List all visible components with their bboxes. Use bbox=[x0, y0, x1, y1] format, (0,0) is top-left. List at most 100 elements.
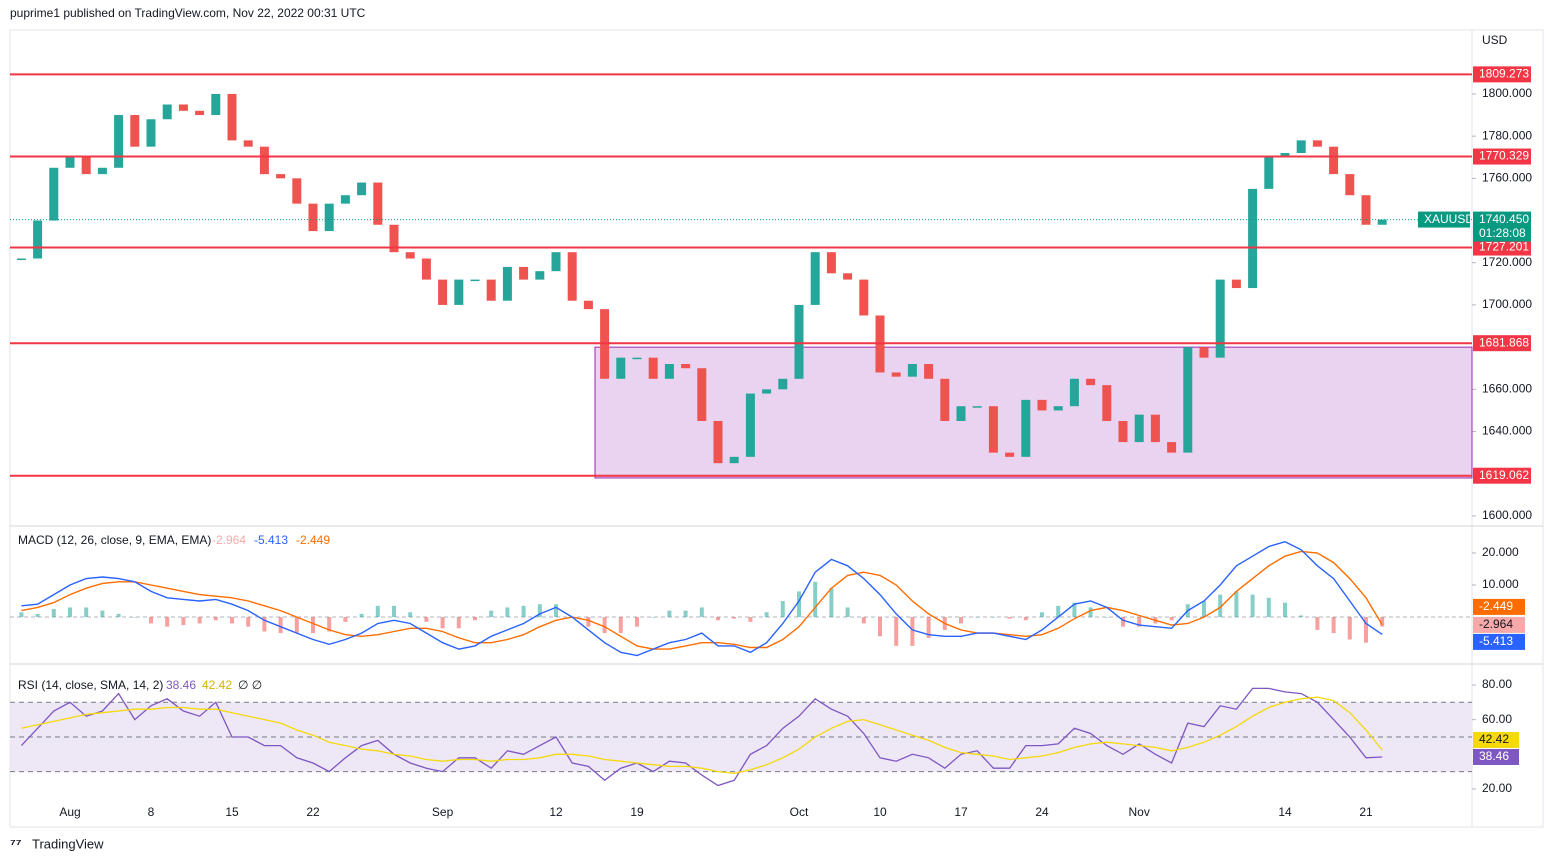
candle bbox=[211, 93, 221, 116]
currency: USD bbox=[1482, 33, 1508, 47]
sma-line bbox=[21, 696, 1383, 775]
candle bbox=[810, 252, 820, 305]
y-tick-label: 10.000 bbox=[1482, 577, 1519, 591]
histogram-bar bbox=[1040, 612, 1044, 618]
level-label-bg bbox=[1473, 66, 1531, 83]
candle bbox=[1296, 140, 1306, 154]
histogram-bar bbox=[829, 588, 834, 618]
candle bbox=[1345, 174, 1355, 196]
last-price-label: 1740.450 bbox=[1479, 212, 1529, 226]
histogram-bar bbox=[845, 607, 850, 618]
candle bbox=[988, 406, 998, 453]
candle bbox=[178, 104, 188, 111]
candle bbox=[940, 378, 950, 421]
candle bbox=[826, 252, 836, 274]
sma-badge-bg bbox=[1473, 731, 1519, 748]
histogram-bar bbox=[797, 591, 801, 618]
x-tick-label: 14 bbox=[1278, 805, 1292, 819]
candle bbox=[681, 364, 691, 369]
histogram-bar bbox=[813, 581, 818, 618]
range-zone bbox=[594, 346, 1473, 479]
histogram-bar bbox=[1347, 617, 1352, 640]
candle bbox=[324, 203, 334, 232]
x-tick-label: 15 bbox=[225, 805, 239, 819]
candle bbox=[162, 104, 172, 120]
candle bbox=[632, 357, 642, 360]
histogram-bar bbox=[732, 617, 737, 619]
candle bbox=[357, 182, 367, 196]
signal-badge-bg bbox=[1473, 598, 1525, 615]
histogram-bar bbox=[392, 605, 396, 618]
candle bbox=[891, 372, 901, 377]
histogram-bar bbox=[440, 617, 445, 629]
histogram-bar bbox=[505, 607, 510, 618]
symbol-label-bg bbox=[1418, 211, 1470, 228]
histogram-bar bbox=[537, 604, 542, 618]
candle bbox=[502, 266, 512, 301]
histogram-bar bbox=[116, 613, 121, 618]
x-tick-label: Oct bbox=[790, 805, 809, 819]
rsi-legend-value: 38.46 bbox=[166, 678, 196, 692]
candle bbox=[519, 266, 529, 280]
candle bbox=[729, 456, 739, 464]
histogram-bar bbox=[894, 617, 899, 646]
candle bbox=[794, 304, 804, 379]
candle bbox=[1264, 157, 1274, 189]
candle bbox=[146, 119, 156, 147]
footer-brand: TradingView bbox=[32, 836, 104, 851]
histogram-bar bbox=[294, 617, 299, 634]
candle bbox=[1167, 442, 1177, 453]
candle bbox=[49, 167, 59, 221]
candle bbox=[1329, 146, 1339, 175]
logo: ⁷⁷ bbox=[10, 836, 22, 852]
signal-badge: -2.449 bbox=[1479, 599, 1513, 613]
countdown: 01:28:08 bbox=[1479, 226, 1526, 240]
histogram-badge: -2.964 bbox=[1479, 617, 1513, 631]
logo-mark: ⁷⁷ bbox=[10, 836, 22, 852]
histogram-bar bbox=[246, 617, 251, 627]
macd-badge: -5.413 bbox=[1479, 634, 1513, 648]
histogram-bar bbox=[149, 617, 153, 624]
histogram-bar bbox=[19, 612, 24, 618]
candle bbox=[1150, 414, 1160, 443]
candle bbox=[65, 157, 75, 168]
candle bbox=[195, 110, 205, 116]
candle bbox=[616, 357, 626, 379]
histogram-bar bbox=[375, 605, 380, 618]
histogram-bar bbox=[1007, 617, 1012, 619]
x-tick-label: 17 bbox=[954, 805, 968, 819]
histogram-bar bbox=[311, 617, 315, 634]
y-tick-label: 1600.000 bbox=[1482, 508, 1532, 522]
y-tick-label: 1800.000 bbox=[1482, 86, 1532, 100]
y-tick-label: 20.000 bbox=[1482, 545, 1519, 559]
candle bbox=[1134, 414, 1144, 443]
candle bbox=[1053, 406, 1063, 411]
histogram-bar bbox=[84, 607, 89, 618]
candle bbox=[1248, 188, 1258, 289]
candle bbox=[1231, 279, 1241, 289]
rsi-flags: ∅ ∅ bbox=[238, 678, 262, 692]
histogram-bar bbox=[667, 610, 672, 618]
histogram-bar bbox=[51, 609, 56, 618]
sma-badge: 42.42 bbox=[1479, 732, 1509, 746]
candle bbox=[1037, 399, 1047, 411]
candle bbox=[1280, 153, 1290, 158]
histogram-bar bbox=[1299, 615, 1304, 618]
histogram-bar bbox=[35, 613, 40, 618]
candle bbox=[907, 364, 917, 377]
histogram-bar bbox=[878, 617, 882, 637]
candle bbox=[421, 258, 431, 280]
candle bbox=[486, 279, 496, 301]
histogram-bar bbox=[1088, 607, 1093, 618]
histogram-bar bbox=[521, 605, 526, 618]
candle bbox=[1183, 347, 1193, 453]
histogram-bar bbox=[132, 617, 137, 618]
candle bbox=[535, 271, 545, 280]
histogram-bar bbox=[1250, 594, 1255, 618]
histogram-bar bbox=[230, 617, 234, 624]
macd-line bbox=[21, 540, 1383, 657]
candle bbox=[308, 203, 318, 232]
candle bbox=[1102, 385, 1112, 421]
x-tick-label: 12 bbox=[549, 805, 563, 819]
histogram-bar bbox=[343, 617, 348, 622]
